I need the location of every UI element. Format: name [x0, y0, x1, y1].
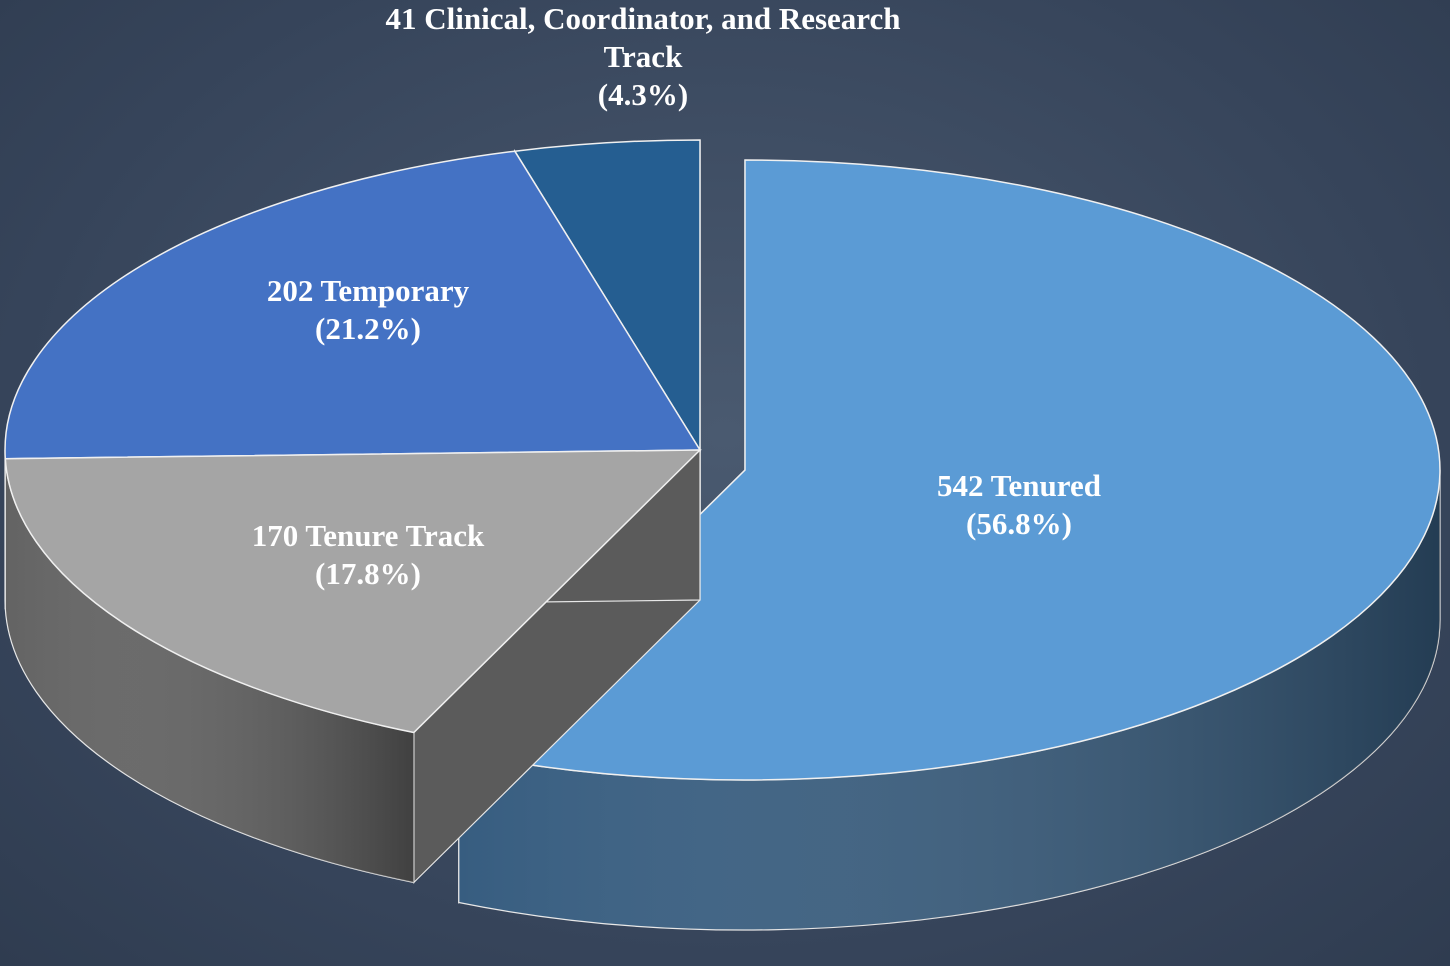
slice-wall-shade	[5, 458, 414, 883]
label-line: (4.3%)	[597, 77, 689, 112]
label-line: 41 Clinical, Coordinator, and Research T…	[385, 1, 901, 74]
slice-wall-shade	[458, 470, 1440, 931]
slice	[457, 159, 1441, 781]
label-line: 542 Tenured	[937, 468, 1101, 503]
label-line: 170 Tenure Track	[251, 518, 485, 553]
label-line: 202 Temporary	[266, 273, 470, 308]
label-line: (17.8%)	[315, 556, 421, 591]
slice	[513, 139, 701, 453]
data-label: 542 Tenured (56.8%)	[769, 467, 1269, 543]
label-line: (56.8%)	[966, 506, 1072, 541]
data-label: 202 Temporary (21.2%)	[118, 272, 618, 348]
data-label: 41 Clinical, Coordinator, and Research T…	[353, 0, 933, 114]
slice	[4, 150, 702, 460]
data-label: 170 Tenure Track (17.8%)	[118, 517, 618, 593]
label-line: (21.2%)	[315, 311, 421, 346]
slice	[4, 449, 702, 734]
